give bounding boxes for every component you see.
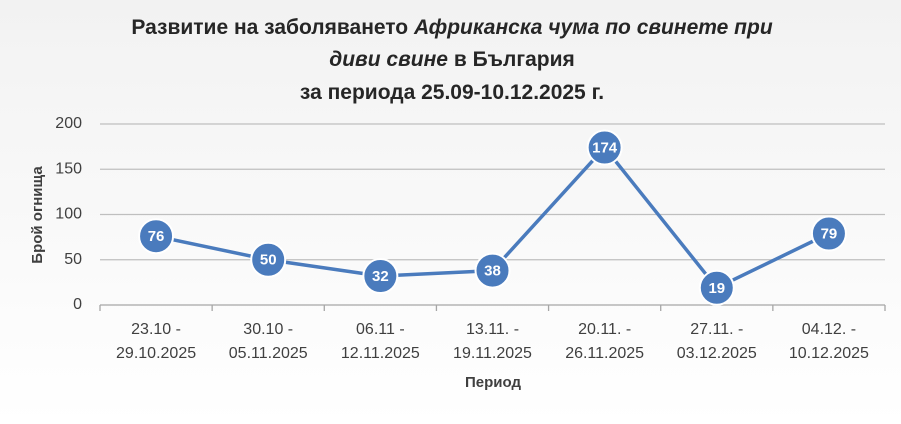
x-tick-label: 04.12. - <box>802 321 856 338</box>
title-segment: за периода 25.09-10.12.2025 г. <box>300 81 604 104</box>
value-label: 76 <box>148 228 165 245</box>
marker <box>250 241 287 278</box>
value-label: 38 <box>484 263 501 280</box>
x-tick-label: 30.10 - <box>243 321 293 338</box>
marker <box>586 129 623 166</box>
x-tick-label: 12.11.2025 <box>341 345 420 362</box>
chart-title: Развитие на заболяването Африканска чума … <box>131 16 772 39</box>
marker <box>698 269 735 306</box>
title-segment: в България <box>454 48 575 71</box>
y-tick-label: 0 <box>73 296 82 313</box>
x-tick-label: 20.11. - <box>578 321 631 338</box>
x-tick-label: 03.12.2025 <box>677 345 757 362</box>
x-tick-label: 27.11. - <box>690 321 743 338</box>
title-segment: Развитие на заболяването <box>131 16 408 39</box>
x-tick-label: 05.11.2025 <box>229 345 308 362</box>
y-tick-label: 50 <box>64 251 82 268</box>
marker <box>362 258 399 295</box>
value-label: 79 <box>821 225 838 242</box>
y-tick-label: 100 <box>55 206 82 223</box>
title-segment: Африканска чума по свинете при <box>413 16 773 39</box>
marker <box>810 215 847 252</box>
y-tick-label: 200 <box>55 115 82 132</box>
x-tick-label: 23.10 - <box>131 321 181 338</box>
value-label: 19 <box>708 280 725 297</box>
marker <box>474 252 511 289</box>
chart-title: за периода 25.09-10.12.2025 г. <box>300 81 604 104</box>
value-label: 32 <box>372 268 389 285</box>
y-tick-label: 150 <box>55 160 82 177</box>
x-tick-label: 13.11. - <box>466 321 519 338</box>
x-tick-label: 19.11.2025 <box>453 345 532 362</box>
x-tick-label: 06.11 - <box>356 321 405 338</box>
value-label: 174 <box>592 139 618 156</box>
x-tick-label: 26.11.2025 <box>565 345 644 362</box>
x-axis-title: Период <box>465 374 521 391</box>
x-tick-label: 10.12.2025 <box>789 345 869 362</box>
chart-title: диви свине в България <box>329 48 575 71</box>
x-tick-label: 29.10.2025 <box>116 345 196 362</box>
marker <box>138 218 175 255</box>
title-segment: диви свине <box>329 48 448 71</box>
value-label: 50 <box>260 252 277 269</box>
y-axis-title: Брой огнища <box>29 166 46 264</box>
